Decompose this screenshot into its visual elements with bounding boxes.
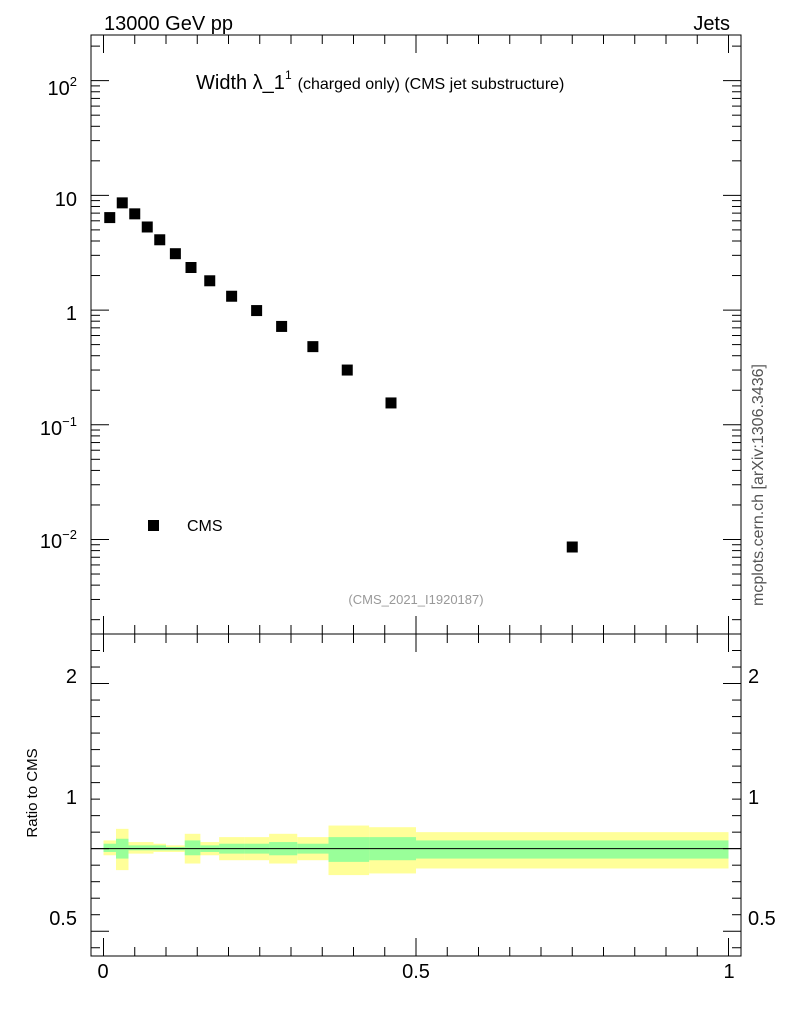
ratio-band-bin <box>416 840 729 859</box>
main-y-tick-labels: 102 10 1 10−1 10−2 <box>40 74 77 553</box>
title-main: Width λ_1 <box>196 72 285 94</box>
data-point <box>307 341 319 353</box>
y-tick-label-10: 10 <box>55 189 77 211</box>
header-right: Jets <box>693 13 730 35</box>
data-point <box>185 262 197 274</box>
ratio-band-bin <box>128 845 141 851</box>
ratio-band-bin <box>153 845 166 851</box>
data-point <box>141 221 153 233</box>
ratio-y-axis-title: Ratio to CMS <box>24 748 41 837</box>
main-axis-ticks <box>91 35 741 634</box>
legend-label-cms: CMS <box>187 518 223 535</box>
ratio-axis-ticks <box>91 634 741 956</box>
header-left: 13000 GeV pp <box>104 13 233 35</box>
ratio-uncertainty-bands <box>103 825 729 876</box>
ratio-y-label-1-left: 1 <box>66 787 77 809</box>
ratio-band-bin <box>141 845 154 851</box>
ratio-y-label-0p5-right: 0.5 <box>748 908 776 930</box>
y-tick-label-0p1: 10−1 <box>40 414 77 440</box>
data-point <box>129 208 141 220</box>
data-point <box>566 541 578 553</box>
x-tick-label-1: 1 <box>723 961 734 983</box>
data-point <box>341 364 353 376</box>
ratio-band-bin <box>184 840 201 856</box>
legend-marker-cms <box>148 520 159 531</box>
ratio-y-label-2-right: 2 <box>748 666 759 688</box>
data-point <box>204 275 216 287</box>
ratio-plot-frame <box>90 633 742 957</box>
ratio-y-label-2-left: 2 <box>66 666 77 688</box>
ratio-y-label-1-right: 1 <box>748 787 759 809</box>
main-plot-frame <box>90 34 742 635</box>
title-sub: (charged only) (CMS jet substructure) <box>298 76 565 93</box>
data-point <box>116 197 128 209</box>
y-tick-label-1: 1 <box>66 303 77 325</box>
plot-title: Width λ_11 (charged only) (CMS jet substr… <box>196 68 564 94</box>
y-tick-label-100: 102 <box>48 74 77 100</box>
ratio-band-bin <box>328 837 370 862</box>
x-tick-label-0: 0 <box>97 961 108 983</box>
data-point <box>276 320 288 332</box>
title-sup: 1 <box>285 68 292 82</box>
data-point <box>104 212 116 224</box>
ratio-band-bin <box>103 843 116 852</box>
data-point <box>226 290 238 302</box>
data-point <box>154 234 166 246</box>
side-label: mcplots.cern.ch [arXiv:1306.3436] <box>750 364 767 606</box>
data-point <box>251 305 263 317</box>
data-point <box>169 248 181 260</box>
x-tick-label-0p5: 0.5 <box>402 961 430 983</box>
y-tick-label-0p01: 10−2 <box>40 527 77 553</box>
cms-data-points <box>104 197 578 553</box>
analysis-id: (CMS_2021_I1920187) <box>348 592 483 607</box>
data-point <box>385 397 397 409</box>
ratio-y-label-0p5-left: 0.5 <box>49 908 77 930</box>
